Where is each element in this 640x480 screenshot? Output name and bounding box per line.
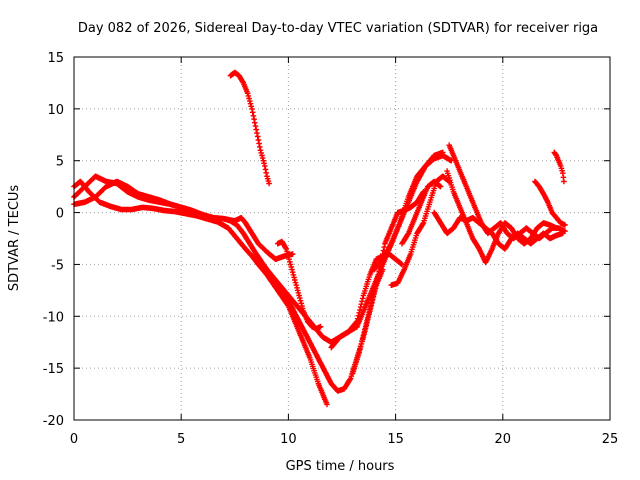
x-tick-label: 0: [70, 432, 78, 447]
x-tick-label: 20: [495, 432, 512, 447]
y-tick-label: 15: [47, 51, 64, 66]
series-track-17: [399, 178, 444, 247]
x-axis-label: GPS time / hours: [286, 459, 395, 474]
series-markers: [399, 178, 444, 247]
y-tick-label: -10: [43, 310, 64, 325]
series-markers: [227, 69, 272, 187]
series-track-10: [227, 69, 272, 187]
series-track-3: [71, 178, 360, 345]
y-axis-label: SDTVAR / TECUs: [7, 185, 22, 292]
series-markers: [371, 149, 446, 273]
series-markers: [532, 178, 568, 228]
y-tick-label: -5: [51, 258, 64, 273]
y-tick-label: -20: [43, 414, 64, 429]
axis-ticks: [73, 56, 611, 421]
data-points: [71, 69, 568, 408]
series-markers: [431, 209, 566, 252]
series-markers: [551, 149, 567, 185]
x-tick-label: 15: [387, 432, 404, 447]
series-markers: [274, 238, 324, 332]
series-markers: [71, 178, 360, 345]
series-track-15: [532, 178, 568, 228]
series-track-16: [274, 238, 324, 332]
y-tick-label: -15: [43, 362, 64, 377]
x-tick-label: 10: [280, 432, 297, 447]
y-tick-label: 10: [47, 103, 64, 118]
y-tick-label: 0: [56, 207, 64, 222]
y-tick-label: 5: [56, 155, 64, 170]
plot-frame: [73, 56, 611, 421]
series-track-13: [431, 209, 566, 252]
x-tick-label: 25: [602, 432, 619, 447]
x-tick-label: 5: [177, 432, 185, 447]
series-track-8: [371, 149, 446, 273]
tick-labels: 0 5 10 15 20 25 -20 -15 -10 -5 0 5 10 15: [43, 51, 619, 447]
series-track-14: [551, 149, 567, 185]
grid: [74, 57, 610, 420]
chart-title: Day 082 of 2026, Sidereal Day-to-day VTE…: [78, 21, 598, 36]
